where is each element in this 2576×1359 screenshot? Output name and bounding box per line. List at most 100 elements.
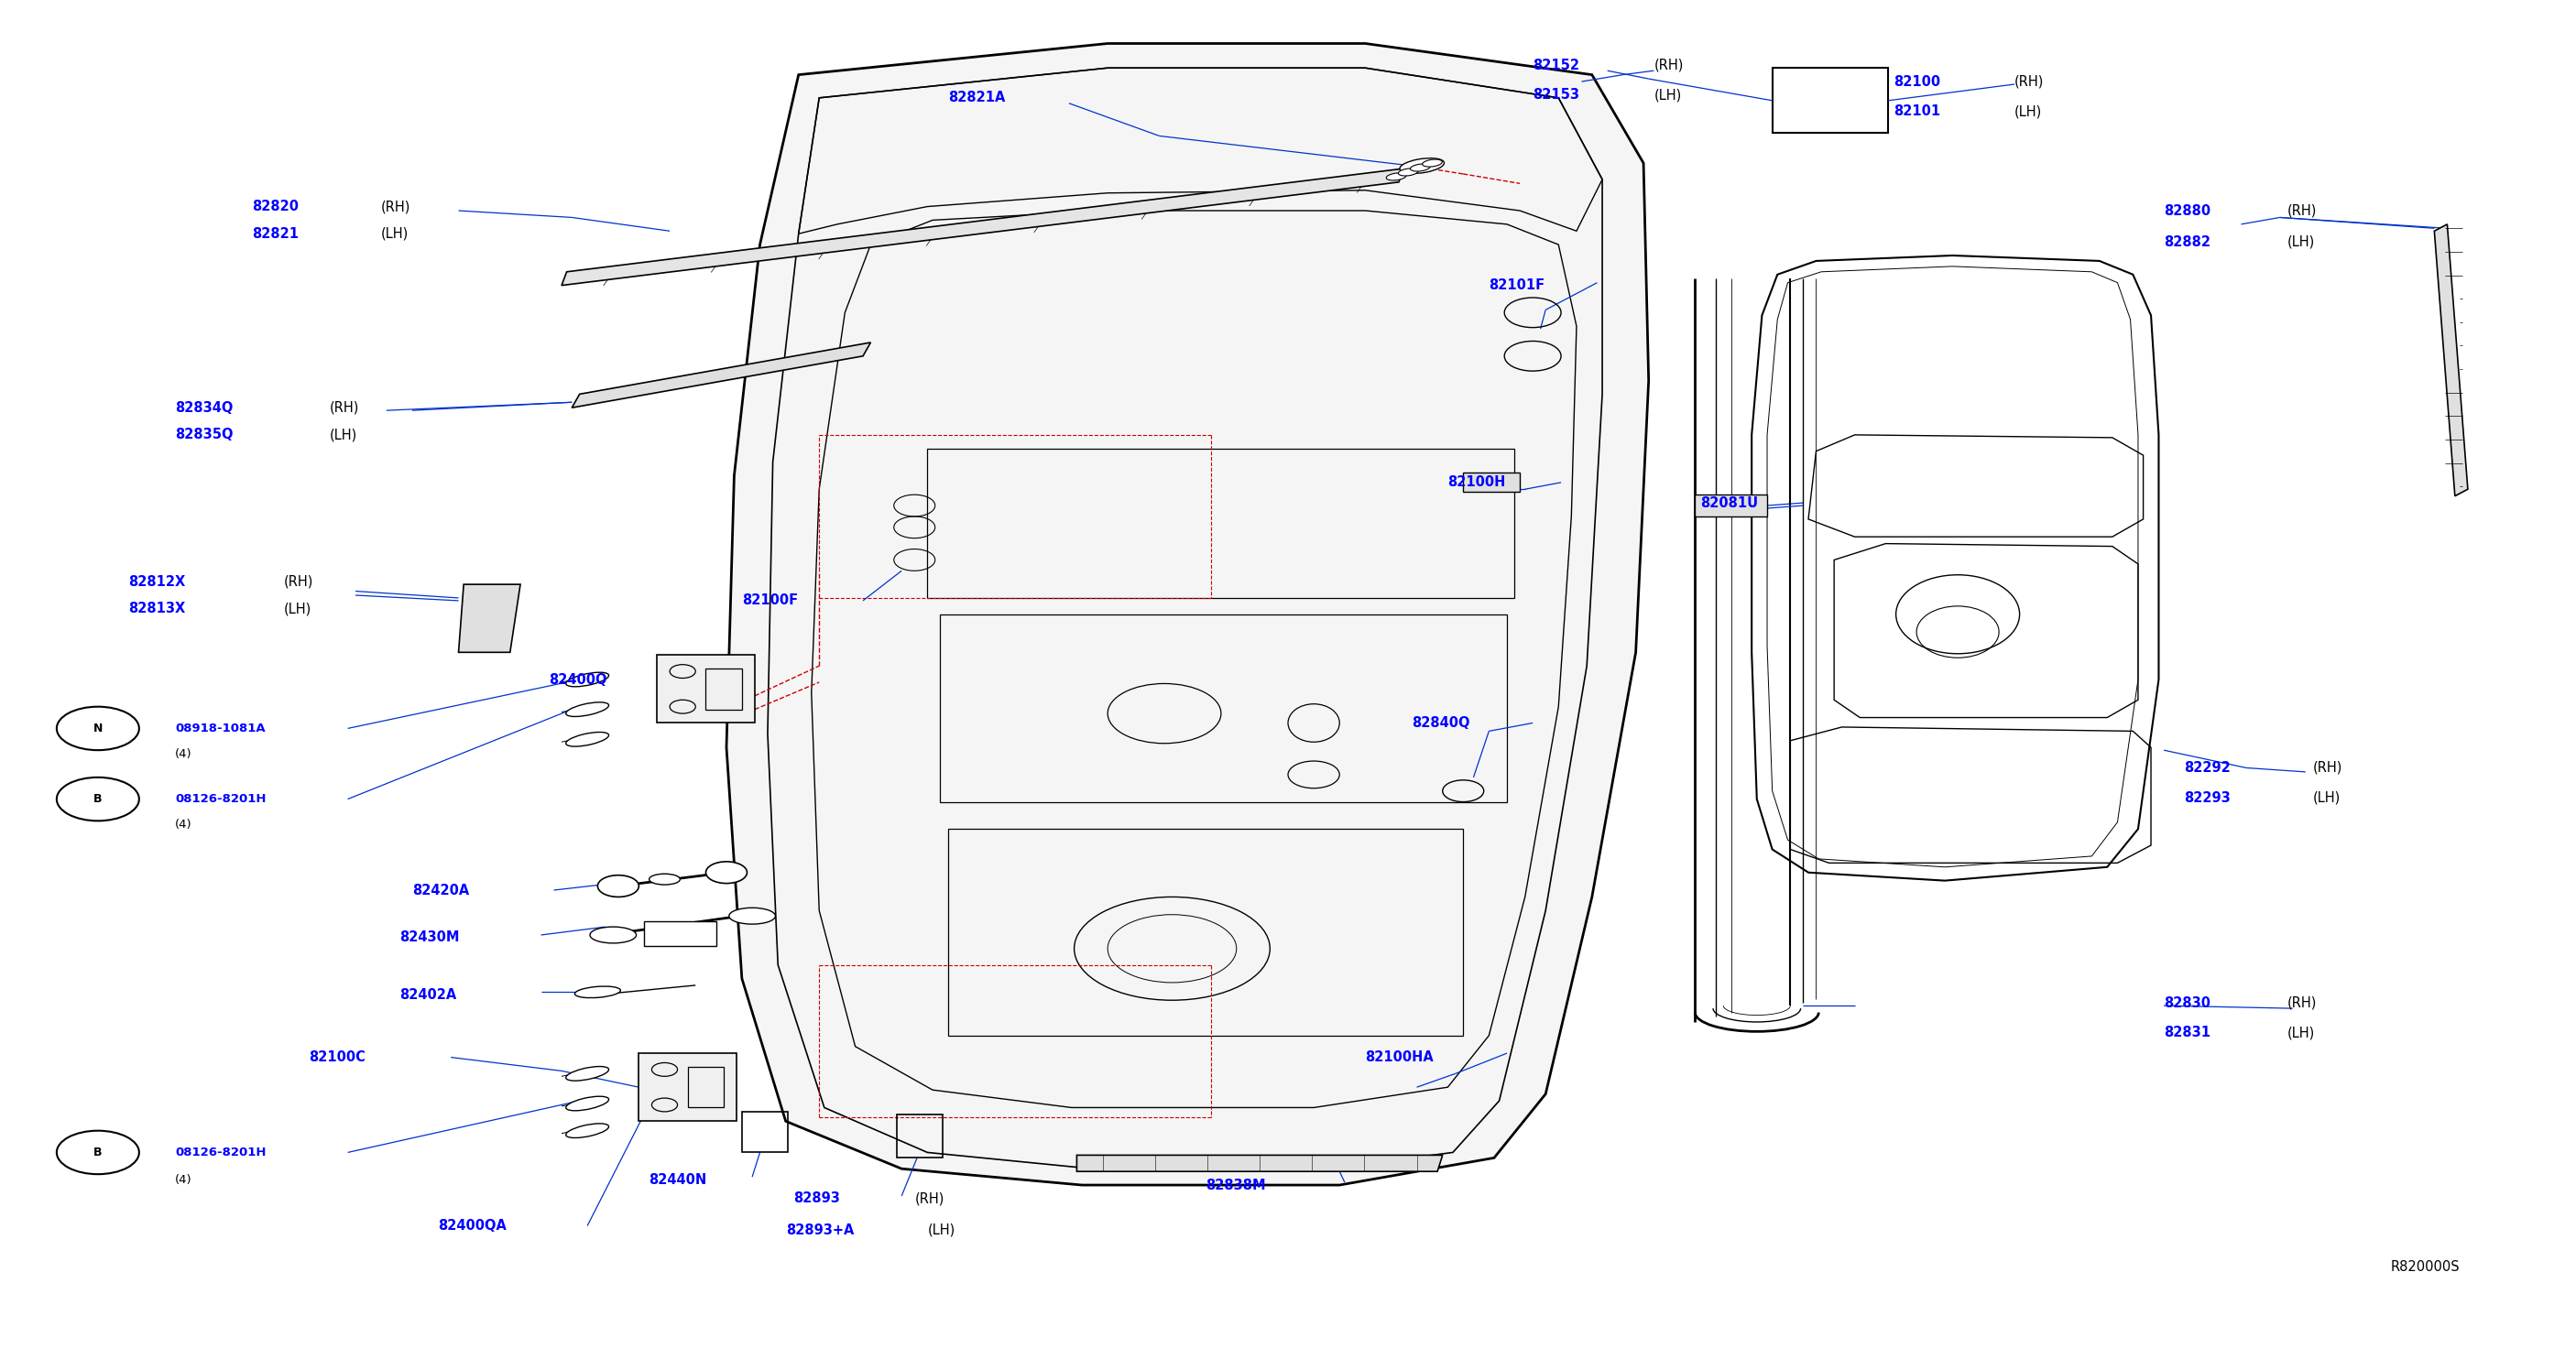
Text: (RH): (RH): [914, 1192, 945, 1205]
Text: 82100HA: 82100HA: [1365, 1051, 1435, 1064]
Text: (4): (4): [175, 1174, 193, 1185]
Ellipse shape: [567, 673, 608, 686]
Text: 82293: 82293: [2184, 791, 2231, 805]
Text: (LH): (LH): [2287, 1026, 2316, 1040]
Text: B: B: [93, 1147, 103, 1158]
Text: 82430M: 82430M: [399, 931, 459, 945]
Text: 82101: 82101: [1893, 105, 1940, 118]
Bar: [742, 1112, 788, 1152]
Ellipse shape: [567, 1124, 608, 1137]
Text: 08126-8201H: 08126-8201H: [175, 1147, 265, 1158]
Text: 82830: 82830: [2164, 996, 2210, 1010]
Text: 82834Q: 82834Q: [175, 401, 234, 414]
Ellipse shape: [567, 703, 608, 716]
Circle shape: [57, 1131, 139, 1174]
Text: 82831: 82831: [2164, 1026, 2210, 1040]
Circle shape: [598, 875, 639, 897]
Polygon shape: [562, 169, 1404, 285]
Bar: [948, 829, 1463, 1036]
Text: (LH): (LH): [2313, 791, 2342, 805]
Text: 82893: 82893: [793, 1192, 840, 1205]
Ellipse shape: [1422, 159, 1443, 167]
Ellipse shape: [567, 733, 608, 746]
Text: 82400Q: 82400Q: [549, 673, 608, 686]
Polygon shape: [1077, 1155, 1443, 1171]
Text: 82101F: 82101F: [1489, 279, 1546, 292]
Text: (LH): (LH): [330, 428, 358, 442]
Text: (4): (4): [175, 749, 193, 760]
Text: 82100H: 82100H: [1448, 476, 1507, 489]
Text: 82835Q: 82835Q: [175, 428, 234, 442]
Text: 82153: 82153: [1533, 88, 1579, 102]
Bar: [706, 669, 742, 709]
Text: 82812X: 82812X: [129, 575, 185, 588]
Ellipse shape: [1399, 169, 1419, 175]
Bar: [639, 1053, 737, 1121]
Text: 82081U: 82081U: [1700, 496, 1757, 510]
Circle shape: [706, 862, 747, 883]
Text: 82400QA: 82400QA: [438, 1219, 507, 1233]
Polygon shape: [726, 43, 1649, 1185]
Text: R820000S: R820000S: [2391, 1260, 2460, 1273]
Text: 82152: 82152: [1533, 58, 1579, 72]
Polygon shape: [572, 342, 871, 408]
Text: N: N: [93, 723, 103, 734]
Bar: [1695, 495, 1767, 516]
Text: 82821: 82821: [252, 227, 299, 241]
Ellipse shape: [729, 908, 775, 924]
Ellipse shape: [574, 987, 621, 998]
Ellipse shape: [1409, 164, 1430, 171]
Text: 82100C: 82100C: [309, 1051, 366, 1064]
Text: 82821A: 82821A: [948, 91, 1005, 105]
Text: 82420A: 82420A: [412, 883, 469, 897]
Circle shape: [57, 707, 139, 750]
Bar: [657, 655, 755, 723]
Ellipse shape: [590, 927, 636, 943]
Bar: [1463, 473, 1520, 492]
Text: (RH): (RH): [2313, 761, 2344, 775]
Ellipse shape: [1386, 173, 1406, 181]
Circle shape: [57, 777, 139, 821]
Ellipse shape: [567, 1097, 608, 1110]
Text: (4): (4): [175, 819, 193, 830]
Text: 82820: 82820: [252, 200, 299, 213]
Bar: [644, 921, 716, 946]
Bar: [896, 1114, 943, 1158]
Polygon shape: [2434, 224, 2468, 496]
Bar: [688, 1067, 724, 1108]
Text: (RH): (RH): [330, 401, 361, 414]
Text: 08126-8201H: 08126-8201H: [175, 794, 265, 805]
Bar: [927, 448, 1515, 598]
Text: 82402A: 82402A: [399, 988, 456, 1002]
Text: 08918-1081A: 08918-1081A: [175, 723, 265, 734]
Text: 82838M: 82838M: [1206, 1178, 1265, 1192]
Ellipse shape: [1399, 158, 1445, 174]
Text: 82880: 82880: [2164, 204, 2210, 217]
Text: 82440N: 82440N: [649, 1173, 706, 1186]
Text: B: B: [93, 794, 103, 805]
Text: (RH): (RH): [1654, 58, 1685, 72]
Bar: [1772, 68, 1888, 133]
Text: (RH): (RH): [2287, 996, 2318, 1010]
Text: 82882: 82882: [2164, 235, 2210, 249]
Text: (LH): (LH): [381, 227, 410, 241]
Text: (LH): (LH): [1654, 88, 1682, 102]
Text: 82840Q: 82840Q: [1412, 716, 1471, 730]
Text: (LH): (LH): [283, 602, 312, 616]
Text: 82100: 82100: [1893, 75, 1940, 88]
Text: (LH): (LH): [927, 1223, 956, 1237]
Ellipse shape: [649, 874, 680, 885]
Polygon shape: [459, 584, 520, 652]
Text: (LH): (LH): [2287, 235, 2316, 249]
Text: (RH): (RH): [2014, 75, 2045, 88]
Bar: [940, 614, 1507, 802]
Text: 82813X: 82813X: [129, 602, 185, 616]
Text: 82893+A: 82893+A: [786, 1223, 853, 1237]
Text: (RH): (RH): [283, 575, 314, 588]
Ellipse shape: [567, 1067, 608, 1080]
Text: (RH): (RH): [381, 200, 412, 213]
Text: 82100F: 82100F: [742, 594, 799, 607]
Text: 82292: 82292: [2184, 761, 2231, 775]
Text: (RH): (RH): [2287, 204, 2318, 217]
Text: (LH): (LH): [2014, 105, 2043, 118]
